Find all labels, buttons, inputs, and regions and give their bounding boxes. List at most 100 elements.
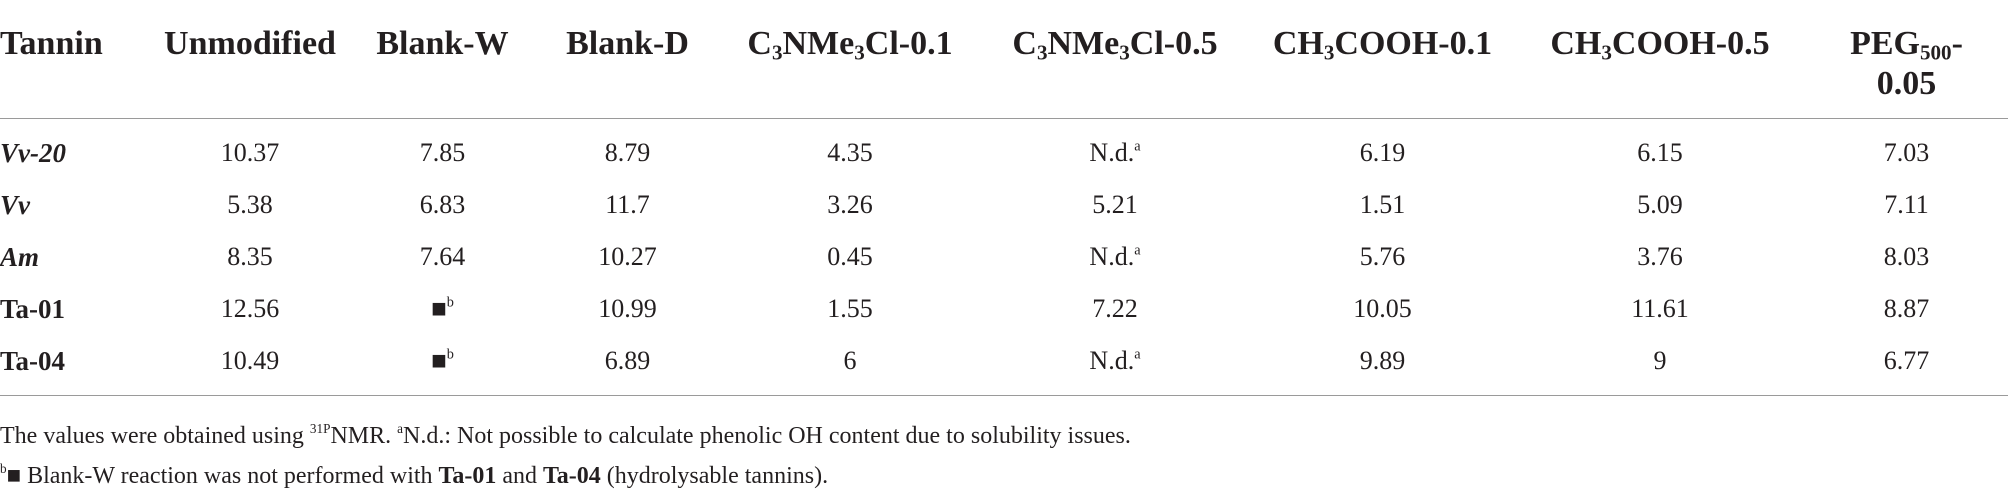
- cell-value: 5.09: [1637, 190, 1683, 219]
- cell-value: 7.64: [419, 242, 466, 271]
- table-cell: 3.26: [720, 179, 980, 231]
- cell-value: 11.7: [605, 190, 650, 219]
- cell-value: 8.87: [1883, 294, 1930, 323]
- cell-value: 10.99: [598, 294, 657, 323]
- table-cell: 8.87: [1805, 283, 2008, 335]
- cell-value: 6.83: [419, 190, 466, 219]
- cell-value: 7.22: [1092, 294, 1138, 323]
- table-cell: 7.22: [980, 283, 1250, 335]
- col-header-ch3cooh-0-1: CH3COOH-0.1: [1250, 0, 1515, 119]
- cell-value: 10.49: [220, 346, 280, 375]
- table-row: Vv-20 10.37 7.85 8.79 4.35 N.d.a 6.19 6.15 7.03: [0, 119, 2008, 180]
- table-cell: 10.05: [1250, 283, 1515, 335]
- table-cell: 0.45: [720, 231, 980, 283]
- cell-value: 10.05: [1353, 294, 1412, 323]
- col-header-c3nme3cl-0-5: C3NMe3Cl-0.5: [980, 0, 1250, 119]
- cell-value: 7.11: [1884, 190, 1929, 219]
- cell-value: 6.77: [1883, 346, 1930, 375]
- table-cell: 6.77: [1805, 335, 2008, 396]
- cell-value: 5.38: [227, 190, 273, 219]
- footnote-marker: a: [1134, 242, 1141, 259]
- table-cell: N.d.a: [980, 335, 1250, 396]
- footnote-marker: a: [1134, 138, 1141, 155]
- table-cell: 1.55: [720, 283, 980, 335]
- table-cell: 3.76: [1515, 231, 1805, 283]
- table-cell: ■b: [350, 283, 535, 335]
- cell-value: N.d.: [1089, 346, 1135, 375]
- table-cell: 8.79: [535, 119, 720, 180]
- col-header-unmodified: Unmodified: [150, 0, 350, 119]
- table-footnotes: The values were obtained using 31PNMR. a…: [0, 416, 1131, 496]
- table-row: Vv 5.38 6.83 11.7 3.26 5.21 1.51 5.09 7.11: [0, 179, 2008, 231]
- cell-value: 5.76: [1359, 242, 1406, 271]
- col-header-blank-d: Blank-D: [535, 0, 720, 119]
- table-cell: 7.64: [350, 231, 535, 283]
- cell-value: 8.35: [227, 242, 273, 271]
- cell-value: 9: [1653, 346, 1667, 375]
- cell-value: 6.19: [1359, 138, 1406, 167]
- footnote-marker: b: [446, 294, 454, 311]
- table-cell: 10.99: [535, 283, 720, 335]
- row-label: Vv-20: [0, 137, 66, 168]
- footnote-line-2: b■ Blank-W reaction was not performed wi…: [0, 461, 829, 489]
- table-cell: 7.03: [1805, 119, 2008, 180]
- table-body: Vv-20 10.37 7.85 8.79 4.35 N.d.a 6.19 6.15 7.03 V…: [0, 119, 2008, 396]
- table-cell: 11.61: [1515, 283, 1805, 335]
- cell-value: 7.85: [419, 138, 466, 167]
- cell-value: 1.51: [1359, 190, 1406, 219]
- table-cell: 7.85: [350, 119, 535, 180]
- col-header-c3nme3cl-0-1: C3NMe3Cl-0.1: [720, 0, 980, 119]
- table-cell: 8.03: [1805, 231, 2008, 283]
- table-cell: 6.89: [535, 335, 720, 396]
- table-cell: N.d.a: [980, 231, 1250, 283]
- table-cell: 9.89: [1250, 335, 1515, 396]
- row-label: Ta-01: [0, 293, 66, 324]
- table-cell: 6.15: [1515, 119, 1805, 180]
- cell-value: N.d.: [1089, 138, 1135, 167]
- col-header-ch3cooh-0-5: CH3COOH-0.5: [1515, 0, 1805, 119]
- cell-value: 8.79: [604, 138, 651, 167]
- table-row: Ta-01 12.56 ■b 10.99 1.55 7.22 10.05 11.61 8.87: [0, 283, 2008, 335]
- table-cell: 12.56: [150, 283, 350, 335]
- table-cell: ■b: [350, 335, 535, 396]
- cell-value: 10.27: [598, 242, 657, 271]
- cell-value: 6: [843, 346, 857, 375]
- table-cell: 1.51: [1250, 179, 1515, 231]
- table-cell: 5.09: [1515, 179, 1805, 231]
- cell-value: 3.76: [1637, 242, 1683, 271]
- col-header-blank-w: Blank-W: [350, 0, 535, 119]
- cell-value: 5.21: [1092, 190, 1138, 219]
- table-cell: 7.11: [1805, 179, 2008, 231]
- cell-value: 4.35: [827, 138, 873, 167]
- cell-value: 6.89: [604, 346, 651, 375]
- cell-value: 9.89: [1359, 346, 1406, 375]
- table-cell: 8.35: [150, 231, 350, 283]
- cell-value: 7.03: [1883, 138, 1930, 167]
- row-label: Ta-04: [0, 345, 66, 376]
- footnote-line-1: The values were obtained using 31PNMR. a…: [0, 421, 1131, 449]
- cell-value: 12.56: [220, 294, 280, 323]
- table-cell: 6.19: [1250, 119, 1515, 180]
- table-cell: 11.7: [535, 179, 720, 231]
- cell-value: 6.15: [1637, 138, 1683, 167]
- table-cell: 5.21: [980, 179, 1250, 231]
- not-performed-marker: ■: [431, 346, 447, 375]
- table-cell: 6.83: [350, 179, 535, 231]
- cell-value: 3.26: [827, 190, 873, 219]
- table-cell: 10.27: [535, 231, 720, 283]
- not-performed-marker: ■: [431, 294, 447, 323]
- table-row: Ta-04 10.49 ■b 6.89 6 N.d.a 9.89 9 6.77: [0, 335, 2008, 396]
- cell-value: 1.55: [827, 294, 873, 323]
- table-cell: 5.38: [150, 179, 350, 231]
- cell-value: 8.03: [1883, 242, 1930, 271]
- col-header-peg500-0-05: PEG500- 0.05: [1805, 0, 2008, 119]
- row-label: Vv: [0, 189, 30, 220]
- table-cell: 10.49: [150, 335, 350, 396]
- table-cell: 9: [1515, 335, 1805, 396]
- cell-value: N.d.: [1089, 242, 1135, 271]
- cell-value: 10.37: [220, 138, 280, 167]
- table-cell: 6: [720, 335, 980, 396]
- footnote-marker: b: [446, 346, 454, 363]
- results-table: Tannin Unmodified Blank-W Blank-D C3NMe3…: [0, 0, 2008, 396]
